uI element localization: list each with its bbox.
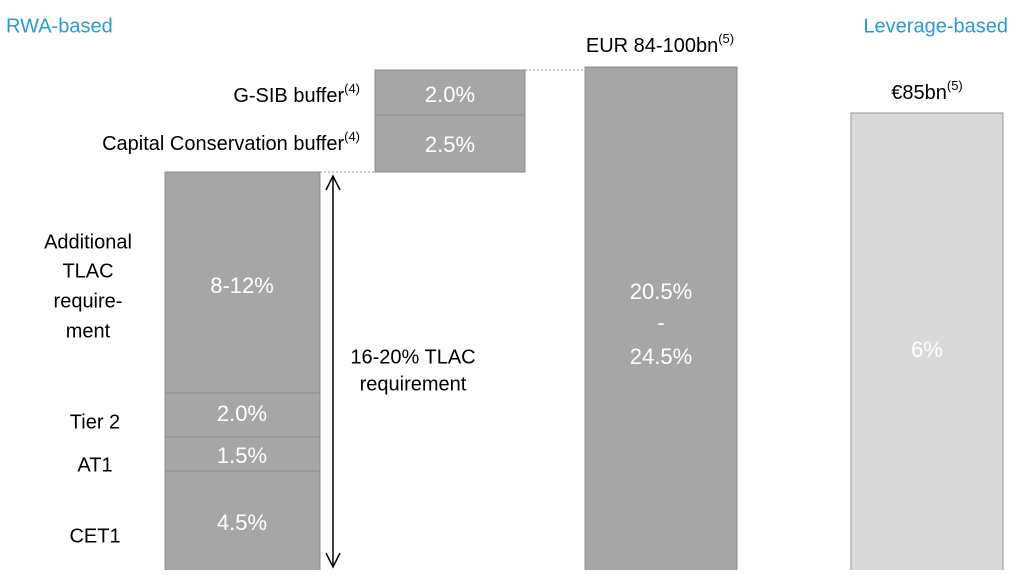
label: Capital Conservation buffer — [102, 133, 344, 155]
label: G-SIB buffer — [233, 85, 344, 107]
rwa-total-value: 24.5% — [630, 344, 692, 369]
rwa-total-value: - — [657, 310, 664, 335]
leverage-total-label: €85bn(5) — [891, 78, 963, 104]
note: (5) — [718, 31, 734, 46]
rwa-total-label: EUR 84-100bn(5) — [586, 31, 734, 57]
ccb-box — [374, 114, 526, 173]
ccb-label: Capital Conservation buffer(4) — [102, 129, 360, 155]
segment-label: require- — [54, 290, 123, 312]
bracket-label: requirement — [360, 373, 467, 395]
segment-label: AT1 — [77, 454, 112, 476]
segment-label: ment — [66, 320, 111, 342]
header-left: RWA-based — [6, 15, 113, 37]
leverage-total-bar — [850, 112, 1004, 572]
rwa-total-value: 20.5% — [630, 279, 692, 304]
segment-value: 1.5% — [217, 443, 267, 468]
rwa-total-bar — [584, 66, 738, 572]
label: €85bn — [891, 82, 947, 104]
tier2-segment — [164, 392, 321, 438]
bracket-label: 16-20% TLAC — [350, 346, 475, 368]
leverage-total-value: 6% — [911, 337, 943, 362]
gsib-label: G-SIB buffer(4) — [233, 81, 360, 107]
tlac-segment — [164, 171, 321, 394]
segment-label: Tier 2 — [70, 411, 120, 433]
cet1-segment — [164, 470, 321, 572]
segment-value: 8-12% — [210, 273, 274, 298]
label: EUR 84-100bn — [586, 35, 718, 57]
gsib-box — [374, 69, 526, 116]
segment-value: 2.0% — [217, 401, 267, 426]
segment-label: Additional — [44, 231, 132, 253]
segment-value: 4.5% — [217, 510, 267, 535]
at1-segment — [164, 436, 321, 472]
bracket-arrow — [325, 174, 341, 569]
gsib-value: 2.0% — [425, 82, 475, 107]
segment-label: CET1 — [69, 525, 120, 547]
note: (4) — [344, 129, 360, 144]
segment-label: TLAC — [62, 260, 113, 282]
ccb-value: 2.5% — [425, 132, 475, 157]
header-right: Leverage-based — [863, 15, 1008, 37]
note: (4) — [344, 81, 360, 96]
note: (5) — [947, 78, 963, 93]
